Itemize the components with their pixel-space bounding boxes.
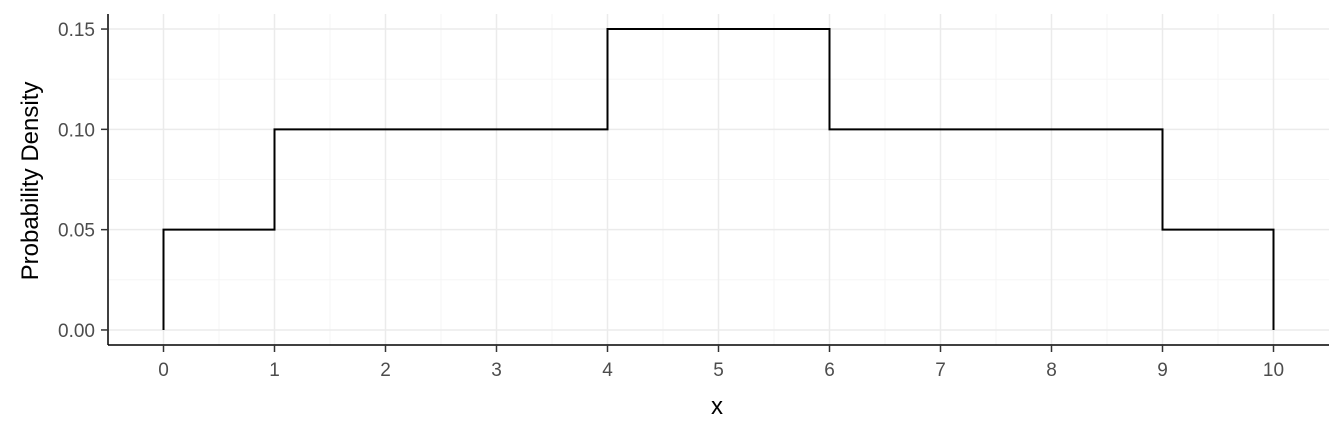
y-tick-label: 0.05 <box>58 221 95 242</box>
x-tick-label: 8 <box>1046 360 1057 381</box>
x-tick-label: 2 <box>380 360 391 381</box>
x-tick-label: 4 <box>602 360 613 381</box>
axes: 0 1 2 3 4 5 6 7 8 9 10 0.00 0.05 0.10 0.15 <box>58 14 1329 381</box>
x-tick-label: 5 <box>713 360 724 381</box>
density-step-line <box>162 28 1275 330</box>
series-layer <box>162 28 1275 330</box>
x-tick-label: 6 <box>824 360 835 381</box>
y-axis-title: Probability Density <box>17 82 44 281</box>
y-tick-label: 0.15 <box>58 20 95 41</box>
y-tick-label: 0.00 <box>58 321 95 342</box>
grid <box>108 14 1329 345</box>
x-tick-label: 9 <box>1157 360 1168 381</box>
x-tick-label: 10 <box>1263 360 1284 381</box>
x-tick-label: 3 <box>491 360 502 381</box>
y-tick-label: 0.10 <box>58 120 95 141</box>
x-axis-title: x <box>711 393 723 420</box>
x-tick-label: 7 <box>935 360 946 381</box>
x-tick-label: 0 <box>158 360 169 381</box>
x-tick-label: 1 <box>269 360 280 381</box>
